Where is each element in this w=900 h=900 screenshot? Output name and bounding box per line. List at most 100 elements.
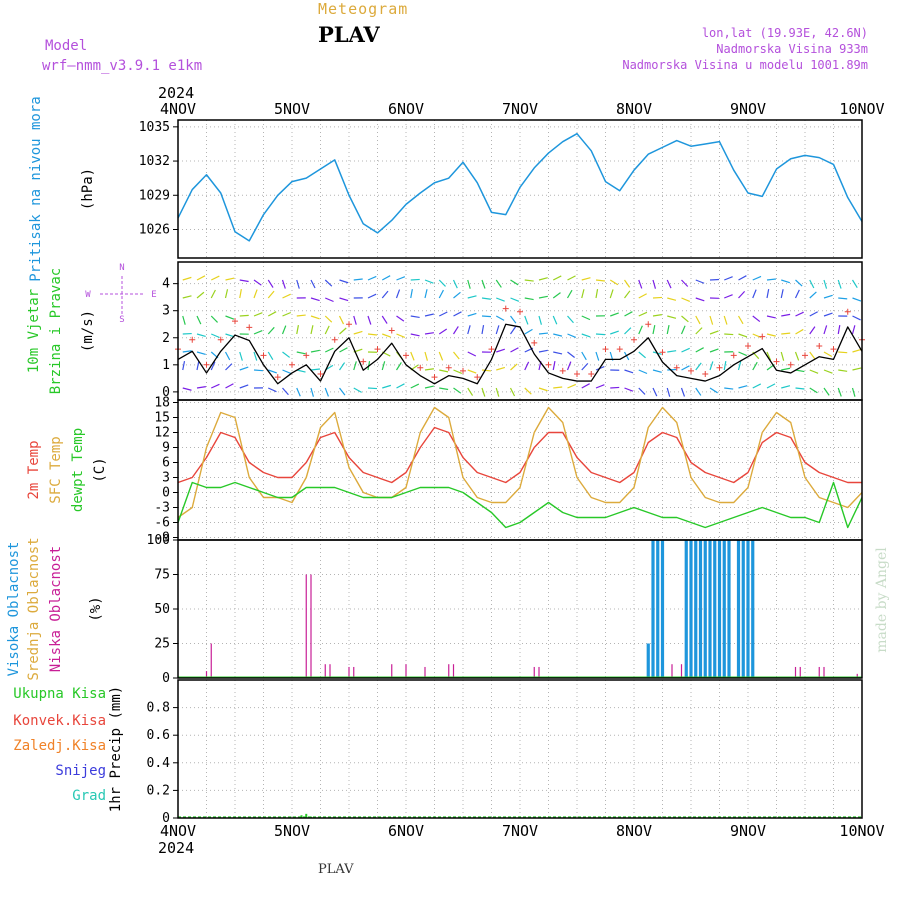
wind-arrow (852, 348, 862, 353)
wind-arrow (353, 330, 363, 335)
cloud-low-bar (353, 666, 355, 678)
wind-arrow (353, 361, 357, 371)
wind-gust-marker (773, 358, 780, 365)
wind-arrow (823, 351, 833, 357)
wind-arrow (310, 325, 314, 335)
cloud-low-bar (391, 664, 393, 678)
wind-arrow (467, 369, 477, 374)
wind-arrow (367, 293, 377, 299)
wind-arrow (552, 292, 561, 299)
wind-arrow (638, 311, 648, 317)
wind-arrow (638, 387, 646, 395)
wind-arrow (467, 279, 471, 289)
y-tick-label: 1032 (139, 154, 170, 169)
wind-arrow (239, 279, 249, 283)
wind-arrow (267, 351, 274, 361)
wind-arrow (524, 279, 534, 282)
cloud-high-bar (651, 540, 655, 678)
wind-arrow (852, 367, 862, 371)
cloud-low-bar (348, 666, 350, 678)
wind-arrow (852, 297, 862, 302)
wind-arrow (795, 328, 804, 335)
wind-arrow (481, 297, 491, 300)
cloud-low-bar (823, 666, 825, 678)
wind-arrow (610, 312, 619, 317)
wind-arrow (353, 315, 357, 325)
cloud-high-bar (684, 540, 688, 678)
wind-arrow (310, 349, 320, 353)
wind-arrow (838, 351, 848, 354)
cloud-low-bar (671, 664, 673, 678)
panel-frame-precip (177, 679, 863, 819)
wind-arrow (595, 289, 599, 299)
wind-arrow (324, 347, 334, 353)
wind-arrow (211, 383, 220, 389)
cloud-high-bar (751, 540, 755, 678)
cloud-high-bar (703, 540, 707, 678)
wind-arrow (253, 289, 258, 299)
wind-arrow (196, 333, 206, 337)
wind-arrow (496, 297, 505, 302)
wind-arrow (481, 369, 492, 372)
y-tick-label: 0 (162, 671, 170, 686)
wind-gust-marker (816, 343, 823, 350)
precip-bar (305, 813, 308, 818)
cloud-high-bar (698, 540, 703, 678)
wind-arrow (752, 275, 762, 281)
cloud-high-bar (746, 540, 750, 678)
y-tick-label: 0.2 (147, 783, 170, 798)
y-tick-label: 50 (154, 602, 170, 617)
wind-arrow (310, 279, 316, 289)
cloud-low-bar (680, 664, 683, 678)
wind-arrow (410, 278, 420, 281)
wind-gust-marker (374, 346, 381, 353)
wind-arrow (624, 327, 632, 335)
wind-arrow (581, 289, 585, 299)
wind-arrow (424, 279, 434, 284)
wind-arrow (453, 291, 461, 299)
wind-arrow (325, 297, 334, 303)
wind-arrow (652, 369, 662, 373)
wind-arrow (794, 351, 800, 361)
wind-arrow (738, 275, 747, 281)
wind-arrow (382, 384, 392, 389)
wind-arrow (738, 333, 748, 338)
wind-gust-marker (844, 308, 851, 315)
y-tick-label: 75 (154, 568, 170, 583)
wind-arrow (795, 311, 804, 317)
wind-arrow (851, 325, 856, 335)
wind-arrow (281, 279, 286, 289)
wind-arrow (481, 315, 492, 318)
wind-arrow (225, 277, 235, 281)
wind-arrow (424, 332, 434, 335)
wind-arrow (196, 275, 206, 281)
cloud-low-bar (305, 574, 307, 678)
wind-arrow (567, 275, 576, 281)
wind-arrow (396, 333, 406, 338)
wind-gust-marker (474, 374, 481, 381)
wind-arrow (182, 387, 192, 391)
wind-arrow (552, 361, 556, 371)
wind-arrow (837, 387, 842, 397)
wind-gust-marker (745, 343, 751, 350)
wind-gust-marker (517, 308, 523, 315)
wind-arrow (666, 325, 670, 335)
wind-arrow (310, 387, 314, 397)
wind-arrow (367, 333, 378, 336)
wind-arrow (595, 384, 605, 389)
wind-arrow (524, 297, 534, 301)
wind-gust-marker (659, 349, 666, 356)
compass-east: E (151, 290, 156, 300)
panel-frame-pressure (177, 119, 863, 259)
wind-arrow (410, 383, 420, 389)
compass-north: N (119, 263, 124, 273)
wind-arrow (638, 369, 648, 375)
y-tick-label: 12 (154, 426, 170, 441)
wind-arrow (481, 279, 486, 289)
wind-arrow (196, 351, 206, 356)
wind-arrow (481, 325, 485, 335)
wind-arrow (638, 293, 647, 299)
wind-arrow (552, 275, 562, 281)
wind-arrow (210, 289, 216, 299)
wind-arrow (581, 315, 591, 321)
